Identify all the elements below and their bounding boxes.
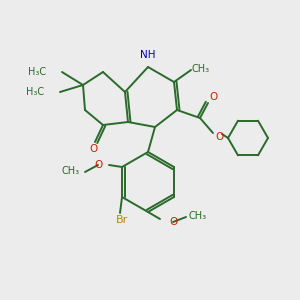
Text: H₃C: H₃C <box>28 67 46 77</box>
Text: CH₃: CH₃ <box>62 166 80 176</box>
Text: NH: NH <box>140 50 156 60</box>
Text: CH₃: CH₃ <box>189 211 207 221</box>
Text: O: O <box>94 160 102 170</box>
Text: O: O <box>209 92 217 102</box>
Text: O: O <box>169 217 177 227</box>
Text: H₃C: H₃C <box>26 87 44 97</box>
Text: CH₃: CH₃ <box>192 64 210 74</box>
Text: O: O <box>89 144 97 154</box>
Text: Br: Br <box>116 215 128 225</box>
Text: O: O <box>215 132 223 142</box>
